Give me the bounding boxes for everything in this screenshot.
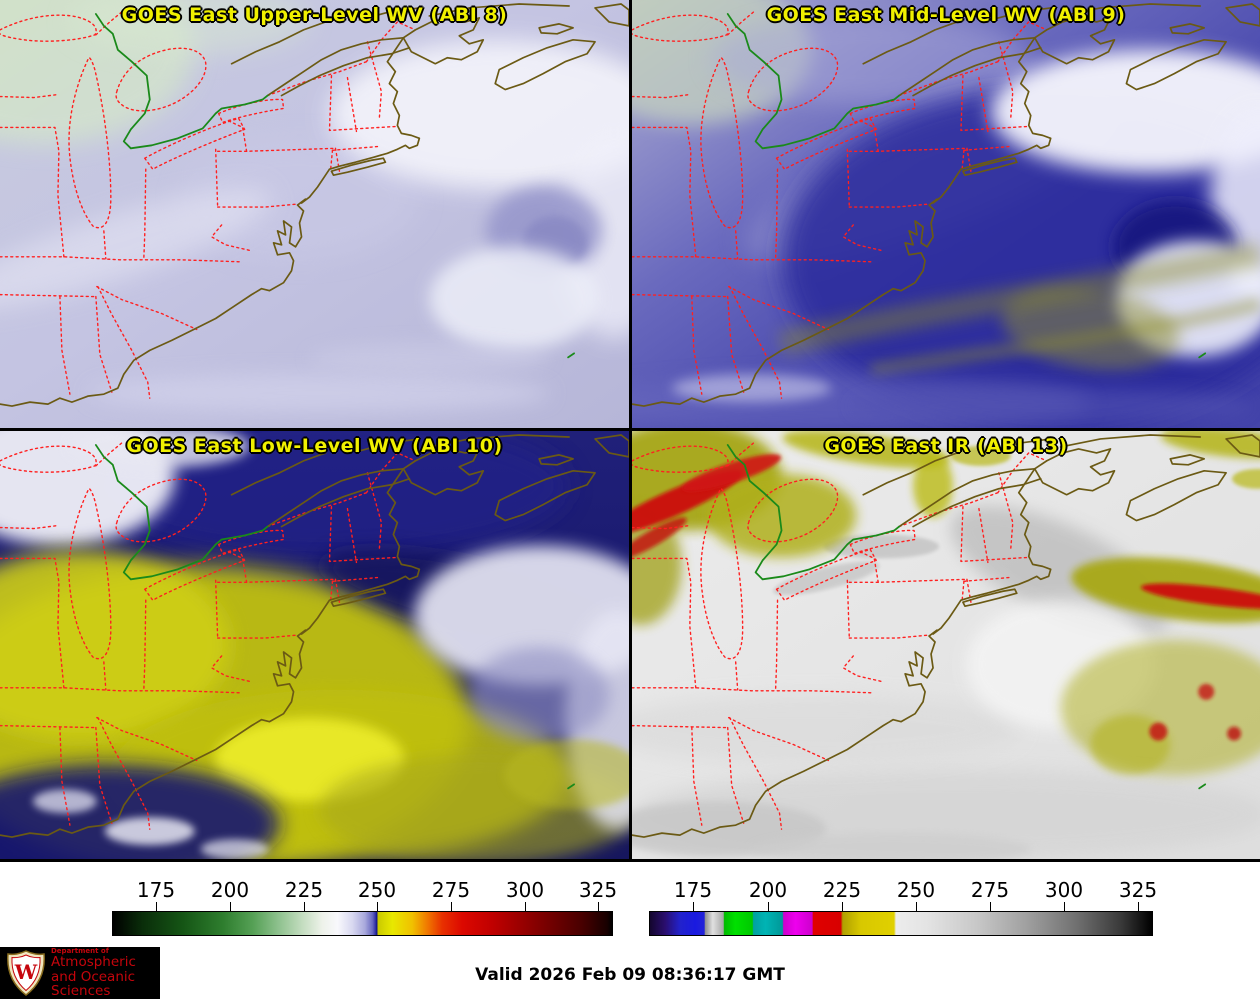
wv-tick-label: 225 <box>284 878 324 902</box>
uw-aos-logo[interactable]: W Department of Atmospheric and Oceanic … <box>0 947 160 999</box>
logo-line3: and Oceanic Sciences <box>51 968 136 999</box>
satellite-image-abi8 <box>0 0 629 428</box>
wv-tick-label: 325 <box>578 878 618 902</box>
valid-timestamp: Valid 2026 Feb 09 08:36:17 GMT <box>475 965 785 985</box>
panel-title-abi13: GOES East IR (ABI 13) <box>824 435 1068 457</box>
satellite-image-abi13 <box>632 431 1260 859</box>
ir-tick <box>1138 902 1139 911</box>
panel-abi9: GOES East Mid-Level WV (ABI 9) <box>632 0 1260 428</box>
ir-tick-label: 300 <box>1044 878 1084 902</box>
ir-tick-label: 275 <box>970 878 1010 902</box>
logo-text: Department of Atmospheric and Oceanic Sc… <box>51 947 160 999</box>
wv-tick-label: 250 <box>357 878 397 902</box>
wv-tick <box>598 902 599 911</box>
satellite-image-abi10 <box>0 431 629 859</box>
wv-tick <box>525 902 526 911</box>
svg-text:W: W <box>14 960 38 984</box>
ir-tick-label: 325 <box>1118 878 1158 902</box>
ir-tick-label: 250 <box>896 878 936 902</box>
wv-tick-label: 175 <box>136 878 176 902</box>
uw-crest-icon: W <box>7 950 45 996</box>
panel-abi10: GOES East Low-Level WV (ABI 10) <box>0 431 629 859</box>
satellite-image-abi9 <box>632 0 1260 428</box>
quad-panel-grid: GOES East Upper-Level WV (ABI 8) <box>0 0 1260 862</box>
logo-line2: Atmospheric <box>51 954 136 971</box>
wv-tick-label: 300 <box>505 878 545 902</box>
logo-dept-line: Department of <box>51 947 109 956</box>
panel-title-abi8: GOES East Upper-Level WV (ABI 8) <box>121 4 508 26</box>
ir-tick <box>916 902 917 911</box>
ir-tick-label: 200 <box>748 878 788 902</box>
ir-tick <box>768 902 769 911</box>
wv-tick <box>304 902 305 911</box>
wv-tick <box>230 902 231 911</box>
panel-abi8: GOES East Upper-Level WV (ABI 8) <box>0 0 629 428</box>
ir-colorbar-gradient <box>649 911 1153 936</box>
ir-tick <box>1064 902 1065 911</box>
ir-tick <box>842 902 843 911</box>
panel-abi13: GOES East IR (ABI 13) <box>632 431 1260 859</box>
ir-tick <box>990 902 991 911</box>
panel-title-abi10: GOES East Low-Level WV (ABI 10) <box>126 435 503 457</box>
ir-tick-label: 175 <box>673 878 713 902</box>
wv-tick <box>451 902 452 911</box>
ir-tick-label: 225 <box>822 878 862 902</box>
wv-tick-label: 200 <box>210 878 250 902</box>
wv-tick <box>377 902 378 911</box>
panel-title-abi9: GOES East Mid-Level WV (ABI 9) <box>766 4 1126 26</box>
wv-tick-label: 275 <box>431 878 471 902</box>
wv-colorbar-gradient <box>112 911 613 936</box>
wv-tick <box>156 902 157 911</box>
ir-tick <box>693 902 694 911</box>
